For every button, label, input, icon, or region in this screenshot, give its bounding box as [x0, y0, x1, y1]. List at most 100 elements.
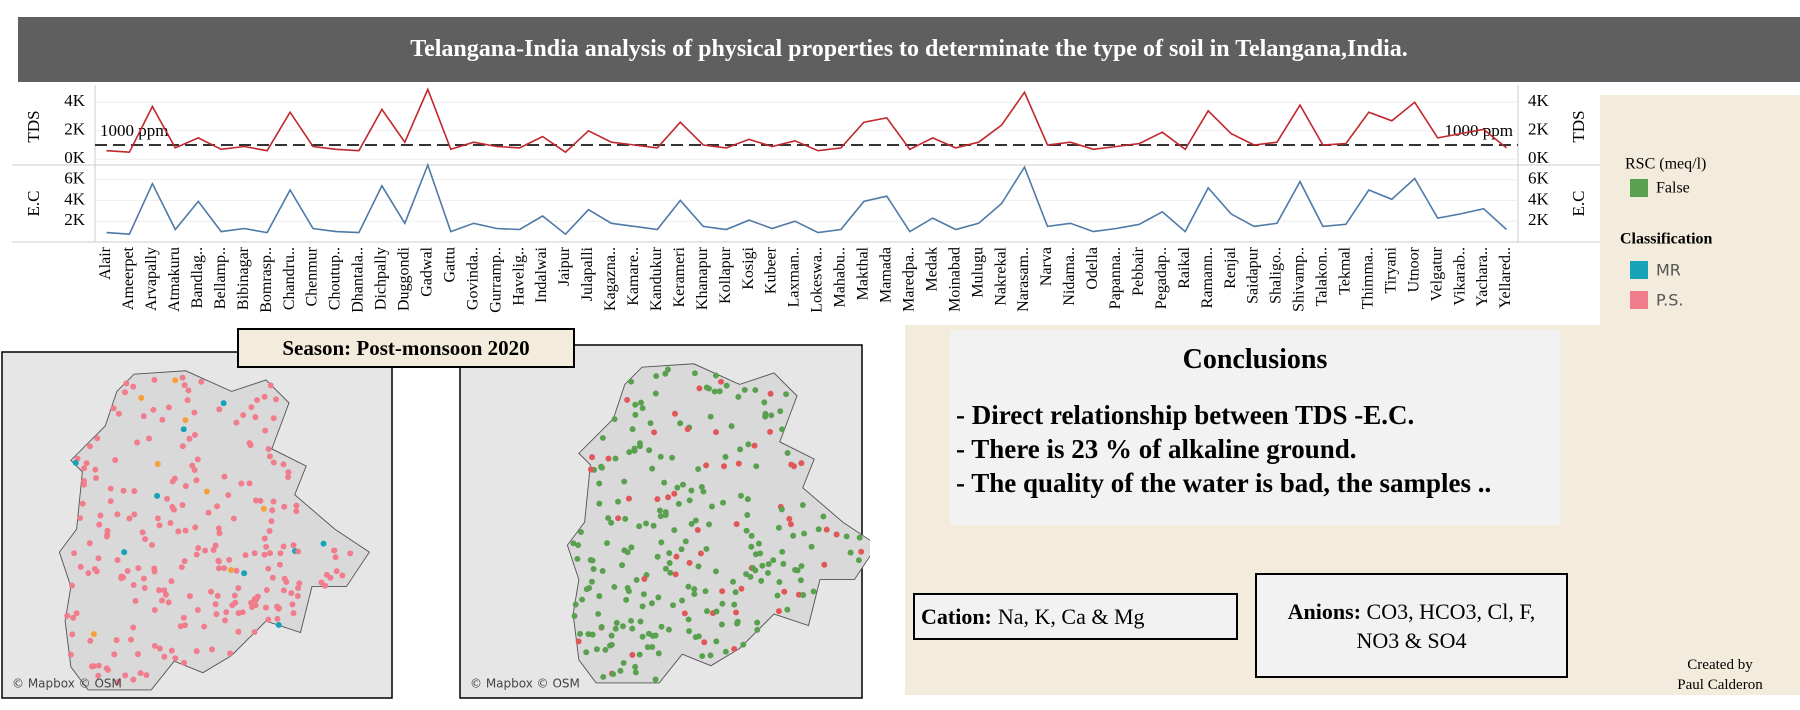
map-point — [732, 589, 739, 596]
map-point — [232, 599, 239, 606]
map-point — [821, 561, 828, 568]
map-point — [779, 548, 786, 555]
map-point — [599, 434, 606, 441]
map-point — [156, 587, 163, 594]
map-point — [151, 376, 158, 383]
map-point — [655, 594, 662, 601]
x-tick-label: Yellared.. — [1497, 247, 1514, 308]
x-tick-label: Chandru.. — [281, 247, 298, 310]
map-point — [632, 411, 639, 418]
map-point — [238, 480, 245, 487]
map-point — [731, 601, 738, 608]
map-point — [165, 404, 172, 411]
map-point — [768, 412, 775, 419]
map-point — [718, 378, 724, 385]
map-point — [596, 480, 603, 487]
map-point — [571, 613, 578, 619]
map-point — [168, 647, 175, 654]
map-point — [738, 585, 745, 592]
map-point — [233, 419, 240, 426]
map-point — [122, 672, 129, 679]
x-tick-label: Mamada — [878, 247, 895, 303]
x-tick-label: Bibinagar — [235, 246, 252, 310]
map-point — [246, 480, 253, 487]
map-point — [138, 394, 145, 401]
map-point — [151, 642, 158, 649]
map-point — [755, 540, 762, 547]
x-tick-label: Arvapally — [143, 247, 160, 311]
map-point — [159, 597, 166, 604]
x-tick-label: Kubeer — [763, 246, 780, 294]
map-point — [261, 551, 268, 558]
map-point — [186, 593, 193, 600]
map-point — [266, 453, 273, 460]
map-point — [270, 498, 277, 505]
map-point — [622, 515, 629, 522]
map-point — [268, 518, 275, 525]
x-tick-label: Mahabu.. — [832, 247, 849, 307]
map-point — [103, 533, 110, 540]
map-point — [780, 560, 787, 567]
map-point — [670, 602, 677, 609]
map-point — [91, 566, 98, 573]
map-point — [776, 579, 783, 585]
map-point — [665, 494, 672, 501]
credit-line: Paul Calderon — [1677, 677, 1763, 693]
x-tick-label: Makthal — [855, 246, 872, 300]
map-point — [624, 584, 631, 591]
map-point — [231, 592, 238, 599]
map-point — [740, 641, 747, 648]
map-point — [339, 572, 346, 579]
map-point — [285, 473, 292, 480]
x-tick-label: Dhantala.. — [350, 247, 367, 313]
map-point — [154, 492, 161, 499]
x-tick-label: Bomrasp.. — [258, 247, 275, 313]
map-point — [655, 650, 662, 657]
map-point — [608, 641, 615, 648]
x-tick-label: Vikarab.. — [1451, 247, 1468, 306]
x-tick-label: Narasam.. — [1015, 247, 1032, 312]
map-point — [230, 515, 237, 522]
map-point — [680, 481, 686, 488]
map-point — [658, 623, 665, 630]
map-point — [151, 607, 158, 614]
map-point — [733, 521, 740, 528]
map-point — [639, 633, 646, 640]
y-axis-title: E.C — [1569, 191, 1588, 217]
map-point — [270, 459, 277, 466]
map-point — [621, 478, 628, 485]
map-point — [590, 566, 597, 573]
map-point — [137, 670, 144, 677]
map-point — [808, 543, 815, 550]
map-point — [662, 509, 669, 516]
map-point — [671, 410, 678, 417]
y-tick-label: 2K — [1528, 120, 1550, 139]
map-point — [720, 499, 727, 506]
map-point — [151, 568, 158, 575]
map-point — [658, 539, 665, 546]
map-point — [131, 488, 138, 495]
season-label: Season: Post-monsoon 2020 — [237, 328, 575, 368]
map-point — [833, 531, 840, 538]
x-tick-label: Laxman.. — [786, 247, 803, 307]
map-point — [722, 453, 729, 460]
map-point — [728, 423, 735, 430]
map-point — [269, 507, 276, 514]
map-point — [858, 548, 865, 555]
map-point — [156, 522, 163, 529]
map-point — [214, 592, 221, 599]
map-point — [104, 527, 111, 534]
map-point — [696, 385, 703, 392]
map-point — [764, 569, 771, 576]
x-tick-label: Dichpally — [373, 247, 390, 310]
map-point — [770, 557, 777, 564]
map-point — [744, 496, 751, 503]
map-point — [661, 479, 668, 486]
map-point — [95, 672, 102, 679]
map-point — [69, 631, 76, 638]
map-point — [208, 646, 215, 653]
map-point — [753, 463, 760, 470]
map-point — [186, 435, 193, 442]
map-point — [130, 383, 137, 390]
map-point — [69, 582, 76, 589]
